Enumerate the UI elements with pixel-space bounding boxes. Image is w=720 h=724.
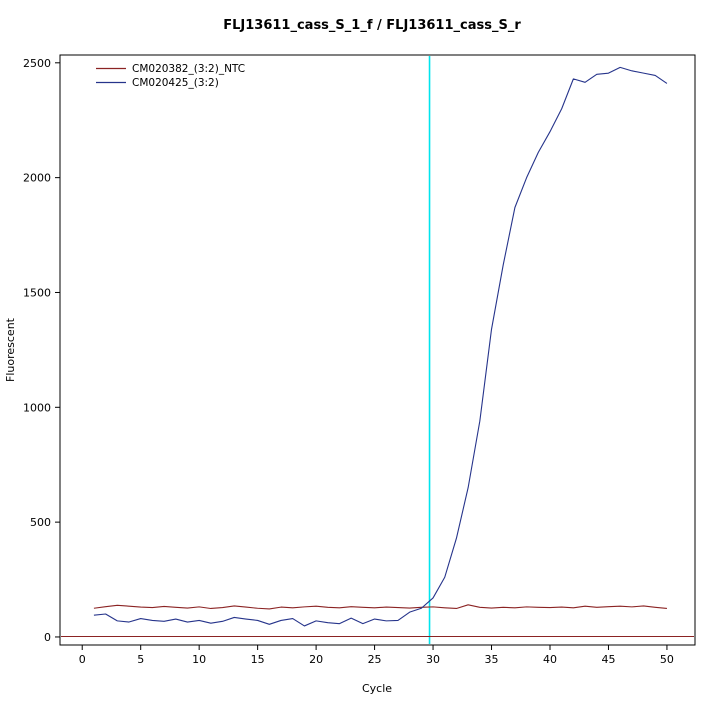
x-tick-label: 10: [192, 653, 206, 666]
series-lines: [93, 66, 668, 627]
x-axis-label: Cycle: [362, 682, 392, 695]
legend: CM020382_(3:2)_NTC CM020425_(3:2): [96, 63, 245, 89]
y-tick-label: 2000: [23, 172, 51, 185]
y-axis-label: Fluorescent: [4, 317, 17, 382]
plot-area-border: [59, 54, 696, 646]
y-axis-ticks: 0 500 1000 1500 2000 2500: [23, 57, 60, 644]
guide-lines: [61, 56, 694, 644]
y-tick-label: 2500: [23, 57, 51, 70]
x-tick-label: 5: [137, 653, 144, 666]
x-axis-ticks: 0 5 10 15 20 25 30 35 40 45 50: [79, 645, 674, 666]
chart-title: FLJ13611_cass_S_1_f / FLJ13611_cass_S_r: [223, 18, 521, 33]
y-tick-label: 1000: [23, 401, 51, 414]
legend-label: CM020382_(3:2)_NTC: [132, 63, 245, 75]
x-tick-label: 15: [251, 653, 265, 666]
x-tick-label: 30: [426, 653, 440, 666]
series-line: [93, 66, 668, 627]
legend-label: CM020425_(3:2): [132, 77, 219, 89]
x-tick-label: 35: [485, 653, 499, 666]
x-tick-label: 25: [368, 653, 382, 666]
series-line: [93, 604, 667, 610]
y-tick-label: 500: [30, 516, 51, 529]
y-tick-label: 1500: [23, 286, 51, 299]
x-tick-label: 45: [601, 653, 615, 666]
x-tick-label: 20: [309, 653, 323, 666]
x-tick-label: 0: [79, 653, 86, 666]
x-tick-label: 50: [660, 653, 674, 666]
y-tick-label: 0: [44, 631, 51, 644]
x-tick-label: 40: [543, 653, 557, 666]
